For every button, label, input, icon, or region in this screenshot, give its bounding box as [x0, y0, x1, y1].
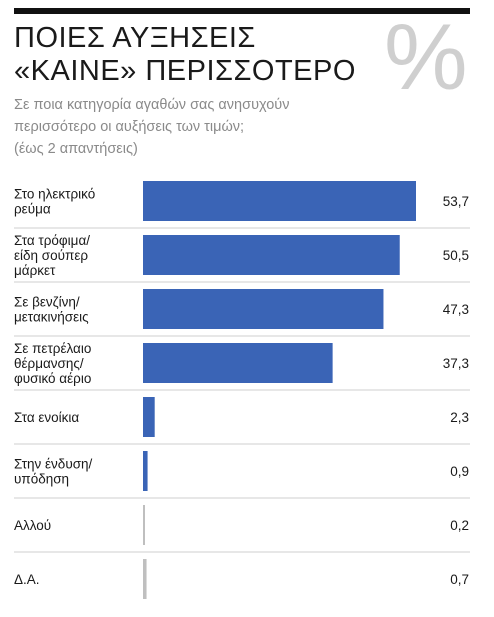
category-label: Στα ενοίκια [14, 410, 79, 425]
value-label: 0,2 [450, 518, 469, 533]
category-label-line: Στα ενοίκια [14, 410, 79, 425]
category-label: Αλλού [14, 518, 51, 533]
category-label: Στο ηλεκτρικό ρεύμα [14, 187, 95, 217]
category-label: Στην ένδυση/υπόδηση [14, 457, 93, 487]
bar [143, 181, 416, 221]
category-label: Σε βενζίνη/μετακινήσεις [14, 295, 89, 325]
value-label: 0,7 [450, 572, 469, 587]
top-rule [14, 8, 470, 14]
title-line-2: «ΚΑΙΝΕ» ΠΕΡΙΣΣΟΤΕΡΟ [14, 55, 356, 87]
category-label-line: Αλλού [14, 518, 51, 533]
value-label: 53,7 [443, 194, 469, 209]
question-line-2: περισσότερο οι αυξήσεις των τιμών; [14, 119, 245, 135]
value-label: 2,3 [450, 410, 469, 425]
category-label-line: Δ.Α. [14, 572, 40, 587]
category-label-line: φυσικό αέριο [14, 371, 91, 386]
category-label: Δ.Α. [14, 572, 40, 587]
bar [143, 235, 400, 275]
bar [143, 451, 148, 491]
bar [143, 343, 333, 383]
question-text: Σε ποια κατηγορία αγαθών σας ανησυχούν π… [14, 94, 404, 160]
value-label: 37,3 [443, 356, 469, 371]
category-label: Σε πετρέλαιο θέρμανσης/φυσικό αέριο [14, 341, 91, 386]
category-label-line: υπόδηση [14, 472, 69, 487]
category-label-line: Στο ηλεκτρικό [14, 187, 95, 202]
category-label-line: Στα τρόφιμα/ [14, 233, 90, 248]
value-label: 0,9 [450, 464, 469, 479]
category-label-line: μάρκετ [14, 263, 56, 278]
category-label-line: Σε βενζίνη/ [14, 295, 80, 310]
bar [143, 289, 384, 329]
question-line-1: Σε ποια κατηγορία αγαθών σας ανησυχούν [14, 97, 290, 113]
category-label-line: μετακινήσεις [14, 310, 89, 325]
value-label: 50,5 [443, 248, 469, 263]
category-label-line: Στην ένδυση/ [14, 457, 93, 472]
category-label-line: θέρμανσης/ [14, 356, 84, 371]
value-label: 47,3 [443, 302, 469, 317]
bar [143, 559, 147, 599]
title-line-1: ΠΟΙΕΣ ΑΥΞΗΣΕΙΣ [14, 22, 256, 54]
category-label-line: ρεύμα [14, 202, 51, 217]
bar [143, 397, 155, 437]
question-line-3: (έως 2 απαντήσεις) [14, 141, 138, 157]
category-label: Στα τρόφιμα/είδη σούπερ μάρκετ [14, 233, 90, 278]
category-label-line: είδη σούπερ [14, 248, 88, 263]
bar [143, 505, 145, 545]
percent-icon: % [384, 4, 468, 109]
chart-title: ΠΟΙΕΣ ΑΥΞΗΣΕΙΣ «ΚΑΙΝΕ» ΠΕΡΙΣΣΟΤΕΡΟ [14, 22, 356, 88]
category-label-line: Σε πετρέλαιο [14, 341, 91, 356]
